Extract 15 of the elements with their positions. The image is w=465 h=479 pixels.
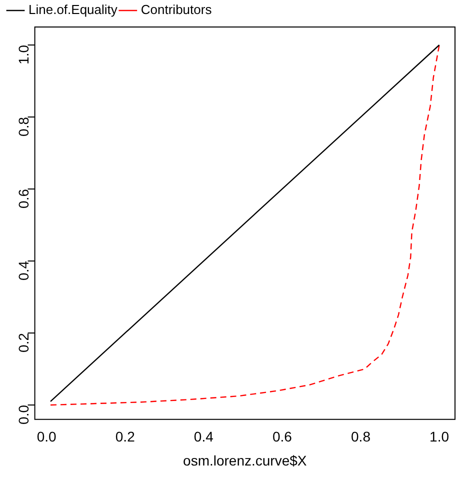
y-tick-label: 0.8 xyxy=(16,116,32,136)
y-tick-label: 0.2 xyxy=(16,332,32,352)
legend-label: Contributors xyxy=(140,2,212,18)
x-tick-label: 0.2 xyxy=(115,428,136,445)
x-tick-label: 1.0 xyxy=(430,428,450,445)
y-tick-label: 1.0 xyxy=(16,44,32,64)
y-tick-label: 0.0 xyxy=(16,404,32,424)
x-tick-label: 0.0 xyxy=(36,428,57,445)
x-tick-label: 0.4 xyxy=(194,428,214,445)
y-tick-label: 0.4 xyxy=(16,260,32,280)
x-axis-title: osm.lorenz.curve$X xyxy=(183,452,308,468)
x-tick-label: 0.8 xyxy=(351,428,371,445)
x-tick-label: 0.6 xyxy=(272,428,292,445)
y-tick-label: 0.6 xyxy=(16,188,32,208)
legend-label: Line.of.Equality xyxy=(28,2,118,18)
